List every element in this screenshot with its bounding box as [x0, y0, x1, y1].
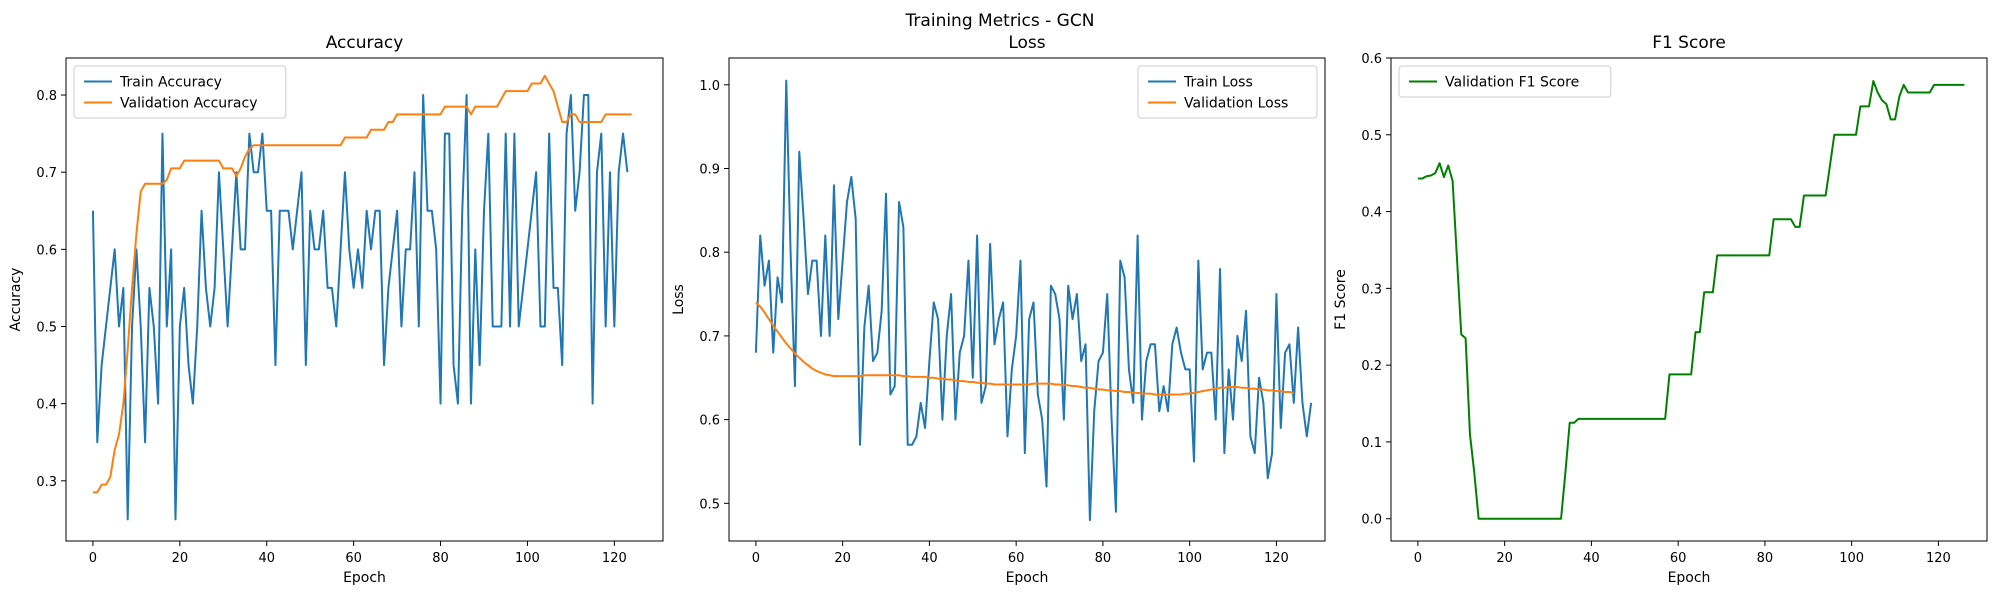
y-tick-label: 0.5: [699, 497, 720, 512]
y-tick-label: 1.0: [699, 79, 720, 94]
x-tick-label: 80: [1757, 551, 1774, 566]
x-tick-label: 20: [1496, 551, 1513, 566]
x-tick-label: 80: [1095, 551, 1112, 566]
panel-title: Accuracy: [326, 33, 404, 53]
y-tick-label: 0.4: [1361, 206, 1382, 221]
y-axis-label: F1 Score: [1333, 269, 1349, 330]
x-tick-label: 0: [89, 551, 97, 566]
series-line-2: [92, 74, 632, 494]
y-tick-label: 0.5: [36, 321, 57, 336]
x-tick-label: 40: [921, 551, 938, 566]
panel-1: 0 20 40 60 80 100 120 0.3 0.4 0.5 0.6 0.7 0.8 Accurac…: [8, 33, 664, 586]
y-axis-label: Accuracy: [8, 268, 24, 332]
y-tick-label: 0.7: [36, 166, 57, 181]
x-tick-label: 40: [258, 551, 275, 566]
legend-label: Train Accuracy: [119, 75, 222, 91]
x-tick-label: 40: [1583, 551, 1600, 566]
y-tick-label: 0.6: [1361, 52, 1382, 67]
x-tick-label: 0: [1414, 551, 1422, 566]
series-line-1: [754, 79, 1313, 522]
legend-label: Validation F1 Score: [1445, 75, 1579, 91]
legend-box: [1137, 65, 1318, 119]
panel-2: 0 20 40 60 80 100 120 0.5 0.6 0.7 0.8 0.9 1.0 Loss Epo…: [671, 33, 1326, 586]
series-line-1: [1417, 80, 1965, 520]
x-axis-label: Epoch: [343, 570, 386, 586]
y-tick-label: 0.8: [36, 89, 57, 104]
series-line-2: [755, 301, 1294, 396]
y-tick-label: 0.6: [36, 243, 57, 258]
y-tick-label: 0.5: [1361, 129, 1382, 144]
legend: Validation F1 Score: [1398, 65, 1612, 98]
legend-label: Validation Accuracy: [120, 96, 258, 112]
legend-label: Validation Loss: [1184, 96, 1288, 112]
plot-frame: [65, 57, 664, 542]
x-tick-label: 120: [1264, 551, 1289, 566]
y-tick-label: 0.3: [36, 475, 57, 490]
x-tick-label: 60: [1008, 551, 1025, 566]
x-tick-label: 100: [515, 551, 540, 566]
legend: Train Accuracy Validation Accuracy: [73, 65, 287, 119]
legend-box: [73, 65, 287, 119]
x-tick-label: 100: [1839, 551, 1864, 566]
x-axis-label: Epoch: [1668, 570, 1711, 586]
x-tick-label: 80: [432, 551, 449, 566]
x-axis-label: Epoch: [1006, 570, 1049, 586]
x-tick-label: 100: [1177, 551, 1202, 566]
subplots: 0 20 40 60 80 100 120 0.3 0.4 0.5 0.6 0.7 0.8 Accurac…: [8, 33, 1988, 586]
series-line-1: [91, 94, 629, 521]
x-tick-label: 120: [602, 551, 627, 566]
panel-title: Loss: [1008, 33, 1045, 53]
panel-title: F1 Score: [1652, 33, 1726, 53]
x-tick-label: 20: [172, 551, 189, 566]
y-tick-label: 0.0: [1361, 513, 1382, 528]
y-tick-label: 0.6: [699, 414, 720, 429]
plot-frame: [728, 57, 1326, 542]
y-tick-label: 0.4: [36, 398, 57, 413]
x-tick-label: 20: [834, 551, 851, 566]
x-tick-label: 60: [1670, 551, 1687, 566]
y-tick-label: 0.9: [699, 162, 720, 177]
figure-title: Training Metrics - GCN: [905, 11, 1095, 31]
y-tick-label: 0.8: [699, 246, 720, 261]
y-tick-label: 0.2: [1361, 359, 1382, 374]
legend: Train Loss Validation Loss: [1137, 65, 1318, 119]
y-axis-label: Loss: [671, 284, 687, 315]
legend-box: [1398, 65, 1612, 98]
y-tick-label: 0.1: [1361, 436, 1382, 451]
plot-frame: [1390, 57, 1988, 542]
x-tick-label: 0: [752, 551, 760, 566]
panel-3: 0 20 40 60 80 100 120 0.0 0.1 0.2 0.3 0.4 0.5 0.6 F1 S…: [1333, 33, 1988, 586]
x-tick-label: 60: [345, 551, 362, 566]
x-tick-label: 120: [1926, 551, 1951, 566]
y-tick-label: 0.3: [1361, 282, 1382, 297]
legend-label: Train Loss: [1183, 75, 1253, 91]
y-tick-label: 0.7: [699, 330, 720, 345]
